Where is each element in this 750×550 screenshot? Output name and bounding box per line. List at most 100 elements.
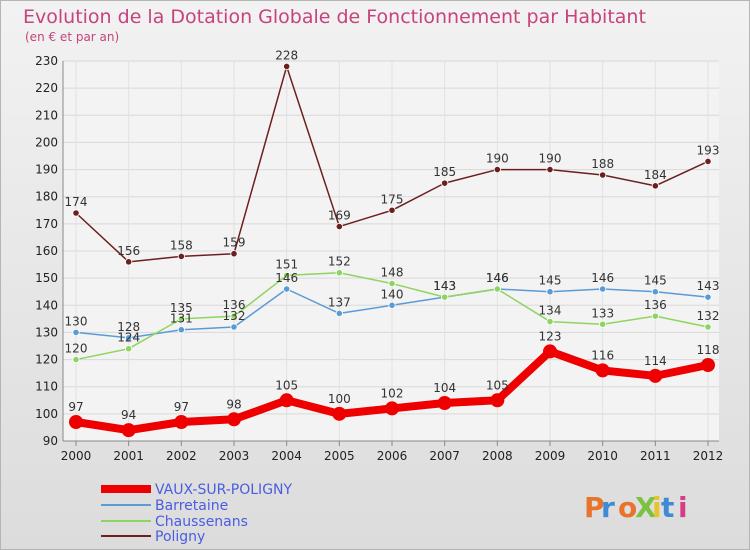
data-label: 100	[328, 392, 351, 406]
y-tick-label: 100	[35, 407, 58, 421]
data-label: 175	[381, 192, 404, 206]
data-label: 193	[697, 143, 720, 157]
data-point	[177, 315, 185, 323]
data-point	[283, 285, 291, 293]
grid	[63, 60, 719, 442]
data-label: 152	[328, 255, 351, 269]
axes: 9010011012013014015016017018019020021022…	[35, 54, 723, 463]
data-point	[121, 423, 136, 438]
data-label: 134	[539, 304, 562, 318]
data-label: 104	[433, 381, 456, 395]
x-tick-label: 2009	[535, 449, 566, 463]
data-point	[599, 320, 607, 328]
data-point	[279, 393, 294, 408]
y-tick-label: 220	[35, 81, 58, 95]
legend-label: Barretaine	[155, 498, 228, 514]
data-label: 145	[644, 274, 667, 288]
data-label: 169	[328, 209, 351, 223]
data-point	[230, 250, 238, 258]
data-point	[388, 279, 396, 288]
data-point	[599, 285, 607, 293]
data-point	[283, 62, 291, 71]
data-label: 133	[591, 306, 614, 320]
data-point	[69, 415, 83, 429]
data-label: 131	[170, 312, 193, 326]
data-label: 132	[697, 309, 720, 323]
data-point	[704, 157, 712, 166]
y-tick-label: 230	[35, 54, 58, 68]
data-label: 140	[381, 287, 404, 301]
x-tick-label: 2008	[482, 449, 513, 463]
logo-letter: o	[618, 491, 637, 524]
data-label: 184	[644, 168, 667, 182]
data-label: 174	[65, 195, 88, 209]
data-label: 185	[433, 165, 456, 179]
data-point	[385, 401, 399, 416]
data-label: 143	[433, 279, 456, 293]
legend-label: Poligny	[155, 529, 205, 545]
data-point	[493, 285, 501, 293]
data-point	[125, 334, 133, 342]
data-label: 102	[381, 386, 404, 400]
data-point	[441, 293, 449, 301]
x-tick-label: 2005	[324, 449, 355, 463]
data-label: 151	[275, 257, 298, 271]
logo-letter: i	[652, 491, 662, 524]
data-point	[177, 326, 185, 334]
data-point	[335, 222, 343, 231]
data-label: 94	[121, 408, 136, 422]
data-label: 116	[591, 348, 614, 362]
data-label: 190	[486, 152, 509, 166]
y-tick-label: 160	[35, 244, 58, 258]
data-point	[701, 358, 715, 372]
data-label: 97	[68, 400, 83, 414]
x-tick-label: 2012	[693, 449, 724, 463]
data-point	[546, 165, 554, 174]
data-point	[72, 209, 80, 217]
chart-title: Evolution de la Dotation Globale de Fonc…	[23, 6, 646, 28]
logo-letter: r	[601, 491, 615, 524]
data-label: 146	[486, 271, 509, 285]
legend-label: VAUX-SUR-POLIGNY	[155, 482, 293, 498]
data-point	[332, 406, 347, 421]
data-point	[230, 323, 238, 331]
data-label: 146	[275, 271, 298, 285]
data-label: 97	[174, 400, 189, 414]
data-point	[704, 323, 712, 331]
data-label: 228	[275, 48, 298, 62]
data-label: 114	[644, 354, 667, 368]
data-label: 159	[223, 236, 246, 250]
y-tick-label: 140	[35, 298, 58, 312]
data-label: 98	[226, 397, 241, 411]
logo-letter: P	[584, 491, 605, 524]
data-label: 136	[644, 298, 667, 312]
x-tick-label: 2001	[113, 449, 144, 463]
data-point	[651, 182, 659, 190]
legend-label: Chaussenans	[155, 514, 248, 530]
data-point	[335, 269, 343, 277]
data-point	[546, 288, 554, 296]
legend: VAUX-SUR-POLIGNYBarretaineChaussenansPol…	[101, 482, 293, 545]
data-point	[648, 368, 663, 383]
proxiti-logo: Pr oXi t i	[584, 491, 688, 524]
data-point	[704, 293, 712, 301]
data-labels: 174 156 158 159 228 169 175 185 190 190 188 184 193 1…	[65, 48, 720, 422]
y-tick-label: 120	[35, 353, 58, 367]
data-label: 118	[697, 343, 720, 357]
data-point	[490, 393, 505, 408]
data-label: 156	[117, 244, 140, 258]
data-label: 145	[539, 274, 562, 288]
x-tick-label: 2004	[271, 449, 302, 463]
data-point	[651, 288, 659, 296]
y-tick-label: 110	[35, 380, 58, 394]
y-tick-label: 210	[35, 108, 58, 122]
data-label: 120	[65, 342, 88, 356]
y-tick-label: 170	[35, 217, 58, 231]
data-label: 124	[117, 331, 140, 345]
data-label: 130	[65, 314, 88, 328]
data-label: 190	[539, 152, 562, 166]
y-tick-label: 180	[35, 190, 58, 204]
data-label: 158	[170, 238, 193, 252]
